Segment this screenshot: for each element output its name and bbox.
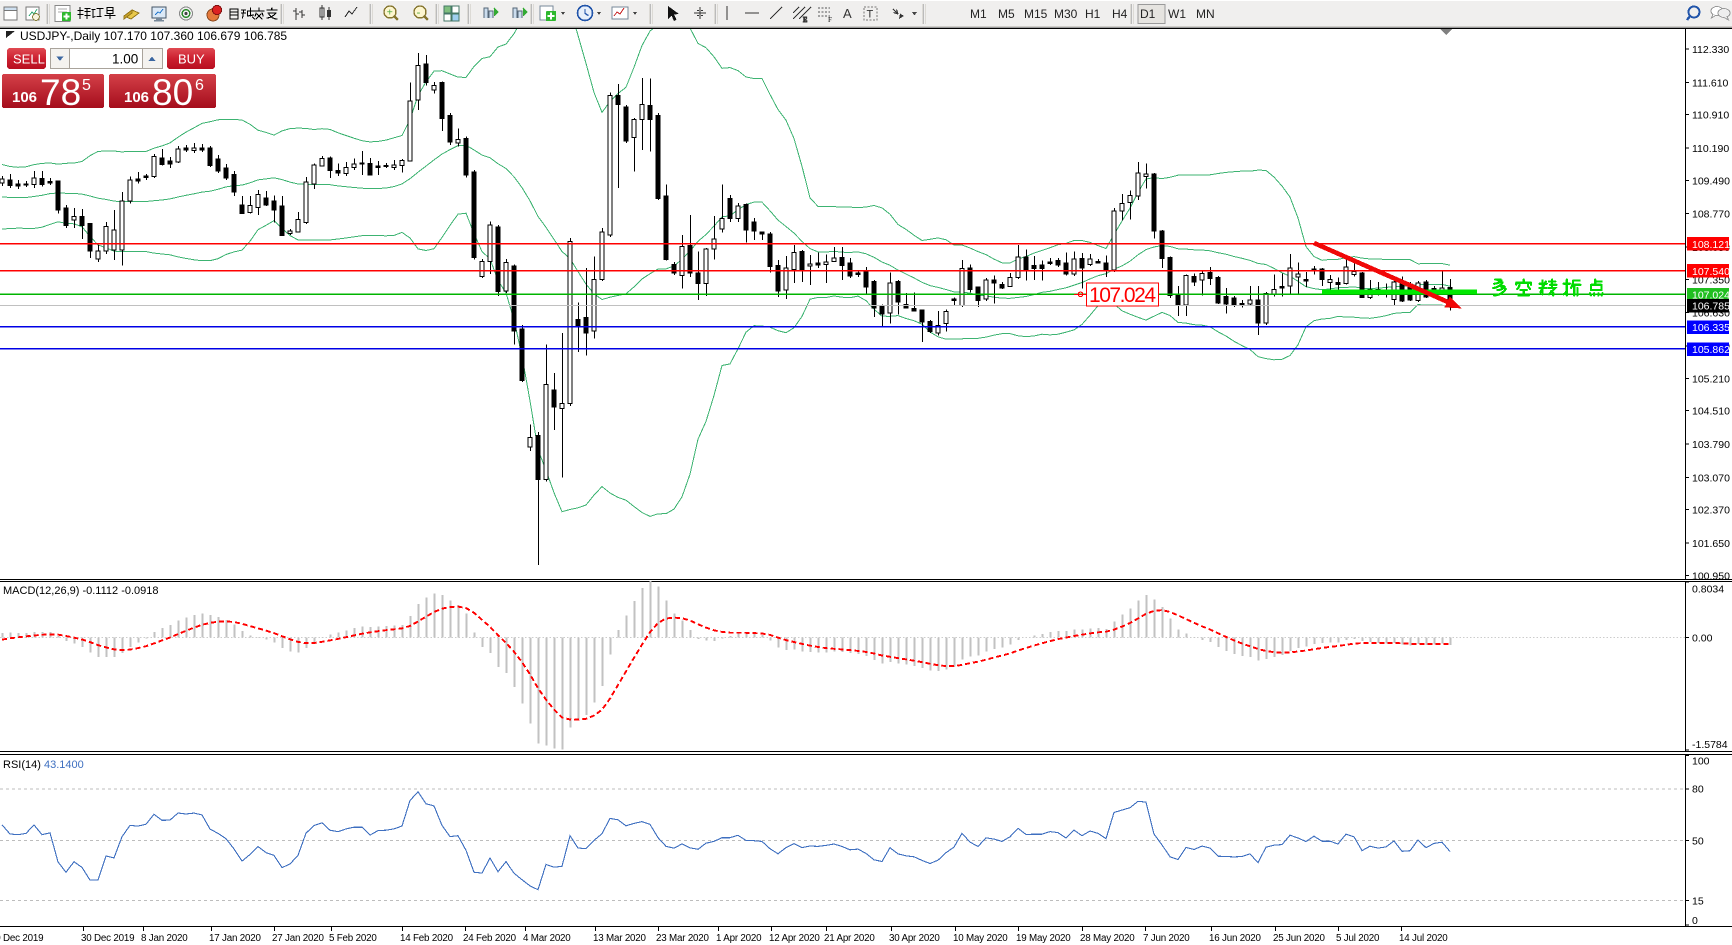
svg-text:106: 106 bbox=[124, 89, 149, 106]
svg-text:105.210: 105.210 bbox=[1692, 373, 1730, 385]
svg-text:-: - bbox=[417, 7, 421, 19]
svg-text:106: 106 bbox=[12, 89, 37, 106]
svg-text:80: 80 bbox=[152, 72, 193, 113]
svg-text:0: 0 bbox=[1692, 915, 1698, 927]
svg-text:5 Jul 2020: 5 Jul 2020 bbox=[1336, 933, 1380, 944]
svg-text:103.790: 103.790 bbox=[1692, 439, 1730, 451]
svg-text:10 May 2020: 10 May 2020 bbox=[953, 933, 1008, 944]
svg-text:100: 100 bbox=[1692, 756, 1710, 768]
svg-text:12 Apr 2020: 12 Apr 2020 bbox=[769, 933, 820, 944]
svg-text:7 Jun 2020: 7 Jun 2020 bbox=[1143, 933, 1190, 944]
svg-text:SELL: SELL bbox=[13, 52, 45, 67]
svg-text:101.650: 101.650 bbox=[1692, 538, 1730, 550]
svg-text:USDJPY-,Daily 107.170 107.360: USDJPY-,Daily 107.170 107.360 106.679 10… bbox=[20, 29, 287, 43]
svg-text:BUY: BUY bbox=[178, 52, 205, 67]
svg-text:17 Jan 2020: 17 Jan 2020 bbox=[209, 933, 261, 944]
svg-text:112.330: 112.330 bbox=[1692, 44, 1729, 56]
svg-text:25 Jun 2020: 25 Jun 2020 bbox=[1273, 933, 1325, 944]
svg-text:-1.5784: -1.5784 bbox=[1692, 739, 1728, 751]
svg-text:H1: H1 bbox=[1085, 7, 1101, 21]
svg-text:W1: W1 bbox=[1168, 7, 1186, 21]
svg-text:78: 78 bbox=[40, 72, 81, 113]
svg-text:M5: M5 bbox=[998, 7, 1015, 21]
svg-text:50: 50 bbox=[1692, 835, 1704, 847]
svg-text:M30: M30 bbox=[1054, 7, 1078, 21]
svg-text:A: A bbox=[843, 6, 852, 21]
svg-text:110.910: 110.910 bbox=[1692, 110, 1729, 122]
svg-text:T: T bbox=[867, 9, 874, 21]
svg-text:E: E bbox=[803, 16, 807, 24]
svg-text:30 Apr 2020: 30 Apr 2020 bbox=[889, 933, 940, 944]
svg-text:107.024: 107.024 bbox=[1692, 290, 1730, 302]
svg-text:1.00: 1.00 bbox=[112, 52, 138, 67]
svg-text:108.121: 108.121 bbox=[1692, 239, 1730, 251]
svg-text:4 Mar 2020: 4 Mar 2020 bbox=[523, 933, 571, 944]
svg-text:14 Jul 2020: 14 Jul 2020 bbox=[1399, 933, 1448, 944]
svg-text:107.540: 107.540 bbox=[1692, 266, 1730, 278]
svg-text:H4: H4 bbox=[1112, 7, 1128, 21]
svg-text:100.950: 100.950 bbox=[1692, 570, 1730, 582]
svg-text:24 Feb 2020: 24 Feb 2020 bbox=[463, 933, 517, 944]
svg-text:27 Jan 2020: 27 Jan 2020 bbox=[272, 933, 324, 944]
svg-text:30 Dec 2019: 30 Dec 2019 bbox=[81, 933, 134, 944]
svg-text:110.190: 110.190 bbox=[1692, 143, 1729, 155]
svg-text:104.510: 104.510 bbox=[1692, 406, 1730, 418]
svg-text:RSI(14) 43.1400: RSI(14) 43.1400 bbox=[3, 759, 84, 771]
svg-text:M1: M1 bbox=[970, 7, 987, 21]
svg-text:21 Apr 2020: 21 Apr 2020 bbox=[824, 933, 875, 944]
svg-text:M15: M15 bbox=[1024, 7, 1048, 21]
svg-text:5: 5 bbox=[82, 77, 91, 94]
svg-text:13 Mar 2020: 13 Mar 2020 bbox=[593, 933, 647, 944]
svg-text:6: 6 bbox=[195, 77, 204, 94]
svg-text:28 May 2020: 28 May 2020 bbox=[1080, 933, 1135, 944]
svg-text:107.024: 107.024 bbox=[1089, 284, 1156, 307]
svg-text:14 Feb 2020: 14 Feb 2020 bbox=[400, 933, 454, 944]
svg-text:16 Jun 2020: 16 Jun 2020 bbox=[1209, 933, 1261, 944]
svg-text:D1: D1 bbox=[1140, 7, 1156, 21]
svg-text:F: F bbox=[828, 16, 832, 24]
svg-text:8 Jan 2020: 8 Jan 2020 bbox=[141, 933, 188, 944]
svg-text:105.862: 105.862 bbox=[1692, 344, 1730, 356]
svg-text:1 Apr 2020: 1 Apr 2020 bbox=[716, 933, 762, 944]
svg-text:MACD(12,26,9) -0.1112 -0.0918: MACD(12,26,9) -0.1112 -0.0918 bbox=[3, 585, 159, 597]
svg-text:23 Mar 2020: 23 Mar 2020 bbox=[656, 933, 710, 944]
svg-text:106.785: 106.785 bbox=[1692, 301, 1730, 313]
svg-text:106.335: 106.335 bbox=[1692, 322, 1730, 334]
svg-text:5 Feb 2020: 5 Feb 2020 bbox=[329, 933, 377, 944]
svg-text:108.770: 108.770 bbox=[1692, 209, 1730, 221]
svg-text:MN: MN bbox=[1196, 7, 1215, 21]
svg-text:+: + bbox=[387, 7, 393, 19]
svg-text:19 May 2020: 19 May 2020 bbox=[1016, 933, 1071, 944]
svg-text:0.00: 0.00 bbox=[1692, 632, 1713, 644]
svg-text:0.8034: 0.8034 bbox=[1692, 584, 1724, 596]
svg-text:103.070: 103.070 bbox=[1692, 472, 1730, 484]
svg-text:109.490: 109.490 bbox=[1692, 175, 1730, 187]
svg-text:102.370: 102.370 bbox=[1692, 505, 1730, 517]
svg-text:80: 80 bbox=[1692, 784, 1704, 796]
svg-text:111.610: 111.610 bbox=[1692, 77, 1729, 89]
svg-text:20 Dec 2019: 20 Dec 2019 bbox=[0, 933, 43, 944]
svg-text:15: 15 bbox=[1692, 896, 1704, 908]
